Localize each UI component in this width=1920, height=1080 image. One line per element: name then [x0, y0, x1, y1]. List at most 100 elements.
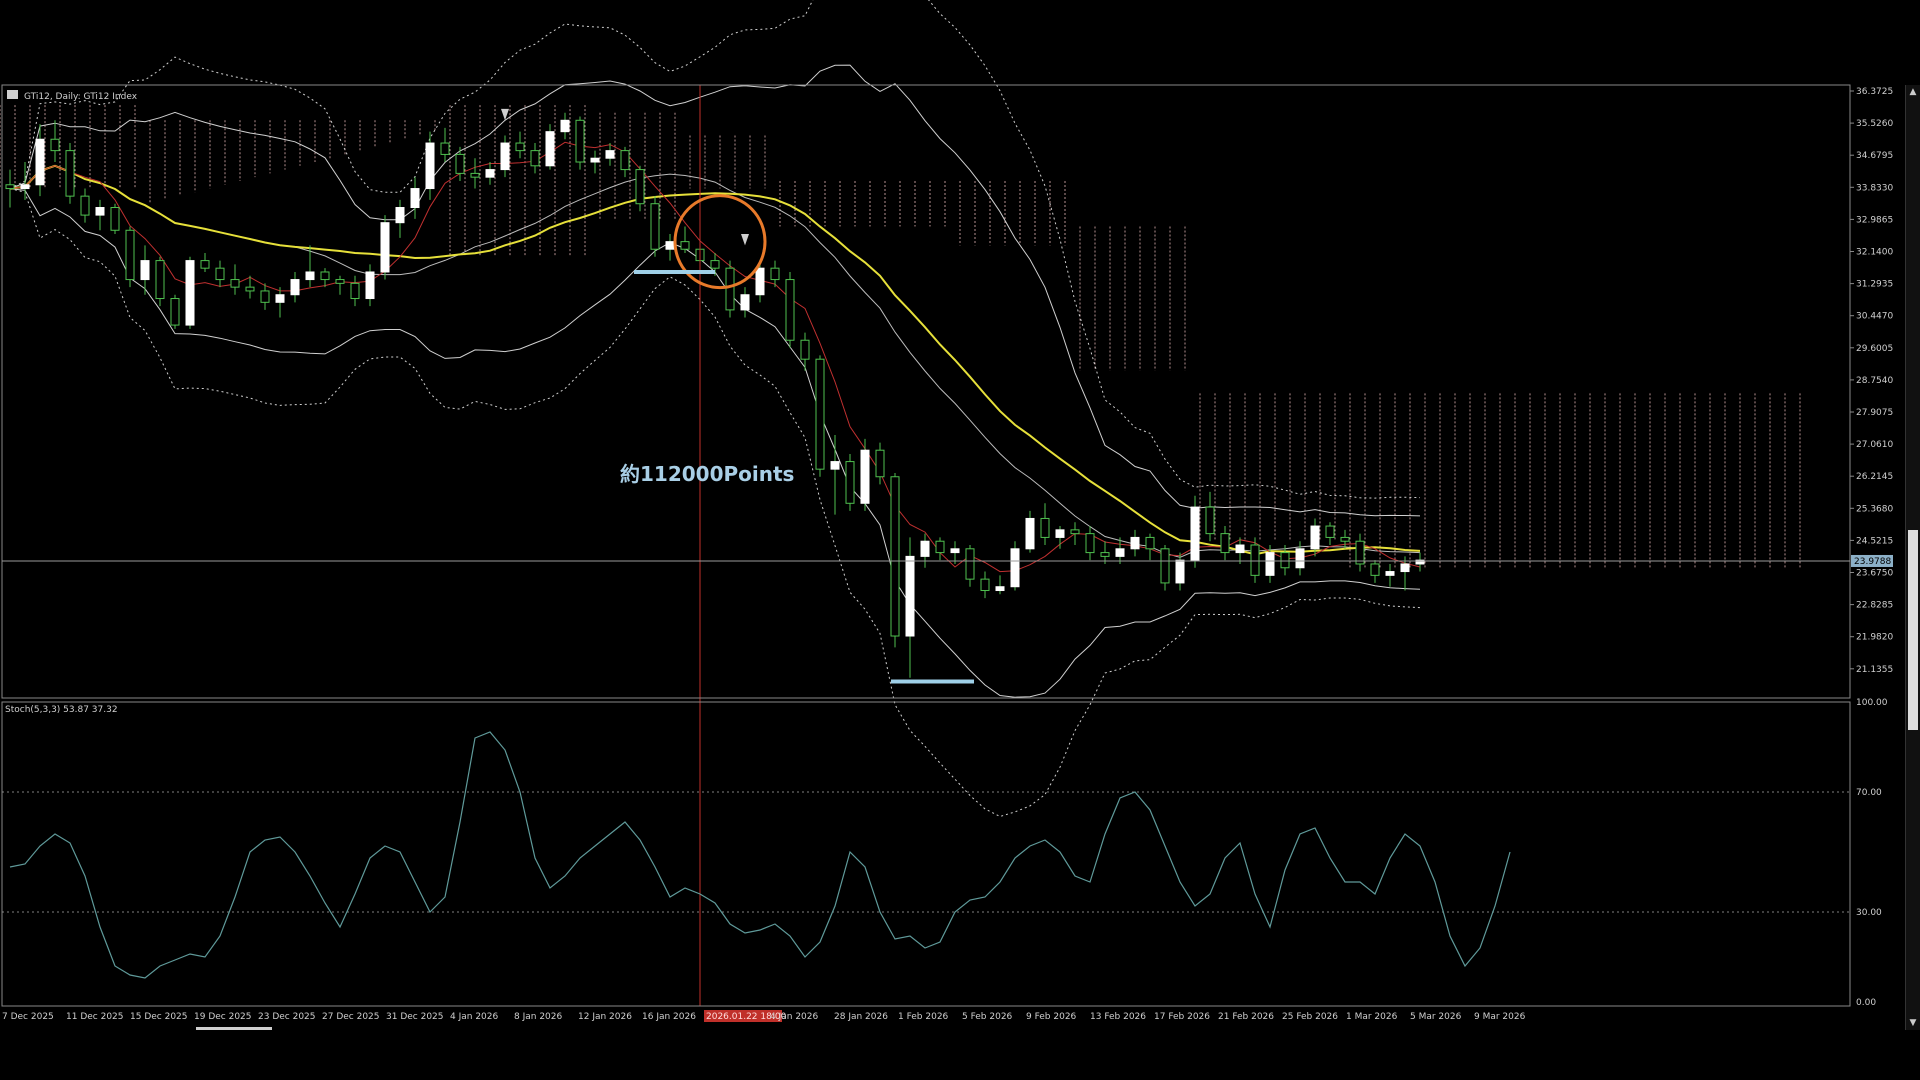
axes: 36.3725 35.5260 34.6795 33.8330 32.9865 32.14… [1, 84, 1893, 1030]
price-tick-label: 32.1400 [1856, 248, 1893, 258]
time-highlight-box [704, 1010, 782, 1022]
candle-body [590, 157, 600, 163]
time-tick-label: 27 Dec 2025 [322, 1012, 380, 1022]
candle-body [605, 150, 615, 159]
candle-body [980, 578, 990, 592]
ichimoku-cloud [0, 105, 1801, 568]
candle-body [1055, 529, 1065, 538]
candle-body [1355, 540, 1365, 565]
candle-body [545, 131, 555, 167]
price-tick-label: 26.2145 [1856, 472, 1893, 482]
candle-body [1010, 548, 1020, 588]
candle-body [125, 229, 135, 281]
time-tick-label: 28 Jan 2026 [834, 1012, 888, 1022]
stochastic-line [9, 731, 1511, 979]
time-tick-label: 13 Feb 2026 [1090, 1012, 1146, 1022]
candle-body [800, 339, 810, 360]
time-tick-label: 15 Dec 2025 [130, 1012, 188, 1022]
candle-body [140, 260, 150, 281]
candle-body [1145, 536, 1155, 550]
stoch-tick-label: 0.00 [1856, 998, 1876, 1008]
candle-body [380, 222, 390, 273]
time-tick-label: 19 Dec 2025 [194, 1012, 252, 1022]
stoch-label: Stoch(5,3,3) 53.87 37.32 [5, 705, 118, 715]
candle-body [80, 195, 90, 216]
time-tick-label: 4 Jan 2026 [450, 1012, 498, 1022]
time-tick-label: 1 Mar 2026 [1346, 1012, 1398, 1022]
time-tick-label: 9 Mar 2026 [1474, 1012, 1526, 1022]
candle-body [965, 548, 975, 580]
candle-body [1190, 506, 1200, 561]
candle-body [5, 184, 15, 190]
price-tick-label: 21.9820 [1856, 633, 1893, 643]
candle-body [1070, 529, 1080, 535]
candle-body [935, 540, 945, 554]
candle-body [35, 138, 45, 186]
price-tick-label: 27.9075 [1856, 408, 1893, 418]
candle-body [1265, 552, 1275, 576]
candle-body [470, 172, 480, 178]
candle-body [485, 169, 495, 178]
candle-body [635, 169, 645, 205]
down-arrow-icon [741, 234, 749, 246]
candle-body [350, 282, 360, 300]
candle-body [770, 267, 780, 281]
candle-body [1205, 506, 1215, 535]
bollinger-upper [9, 64, 1421, 517]
candle-body [755, 267, 765, 296]
candle-body [455, 153, 465, 174]
candle-body [1310, 525, 1320, 550]
candle-body [1385, 571, 1395, 576]
scroll-thumb[interactable] [1908, 530, 1918, 730]
candle-body [335, 279, 345, 284]
candle-body [65, 150, 75, 197]
time-tick-label: 4 Jan 2026 [770, 1012, 818, 1022]
price-tick-label: 27.0610 [1856, 440, 1893, 450]
time-tick-label: 11 Dec 2025 [66, 1012, 124, 1022]
price-tick-label: 32.9865 [1856, 215, 1893, 225]
candle-body [1250, 544, 1260, 576]
price-tick-label: 23.6750 [1856, 569, 1893, 579]
candle-body [875, 449, 885, 478]
vertical-scrollbar[interactable]: ▲ ▼ [1905, 85, 1920, 1030]
candle-body [920, 540, 930, 557]
candle-body [1175, 559, 1185, 584]
price-tick-label: 36.3725 [1856, 87, 1893, 97]
stoch-tick-label: 30.00 [1856, 908, 1882, 918]
candle-body [395, 207, 405, 224]
time-tick-label: 17 Feb 2026 [1154, 1012, 1210, 1022]
candle-body [155, 260, 165, 300]
candle-body [1325, 525, 1335, 538]
time-tick-label: 5 Feb 2026 [962, 1012, 1013, 1022]
price-tick-label: 29.6005 [1856, 344, 1893, 354]
candle-body [1220, 533, 1230, 554]
stoch-tick-label: 70.00 [1856, 788, 1882, 798]
candle-body [680, 241, 690, 250]
time-tick-label: 7 Dec 2025 [2, 1012, 54, 1022]
candle-body [1280, 552, 1290, 569]
time-tick-label: 31 Dec 2025 [386, 1012, 444, 1022]
candle-body [95, 207, 105, 216]
candle-body [815, 358, 825, 470]
main-panel-border [1, 84, 1851, 699]
candle-body [1235, 544, 1245, 554]
candle-body [425, 142, 435, 190]
stoch-tick-label: 100.00 [1856, 698, 1888, 708]
candle-body [1100, 552, 1110, 557]
price-tick-label: 31.2935 [1856, 280, 1893, 290]
scroll-up-icon[interactable]: ▲ [1909, 87, 1917, 97]
candle-body [725, 267, 735, 311]
candle-body [1025, 517, 1035, 550]
symbol-label: GTi12, Daily: GTi12 Index [24, 92, 138, 102]
candle-body [410, 188, 420, 209]
candle-body [740, 294, 750, 311]
candle-body [665, 241, 675, 250]
candle-body [995, 586, 1005, 592]
time-tick-label: 21 Feb 2026 [1218, 1012, 1274, 1022]
candle-body [275, 294, 285, 303]
scroll-down-icon[interactable]: ▼ [1909, 1018, 1917, 1028]
candle-body [50, 138, 60, 152]
candle-body [860, 449, 870, 504]
candle-body [515, 142, 525, 152]
